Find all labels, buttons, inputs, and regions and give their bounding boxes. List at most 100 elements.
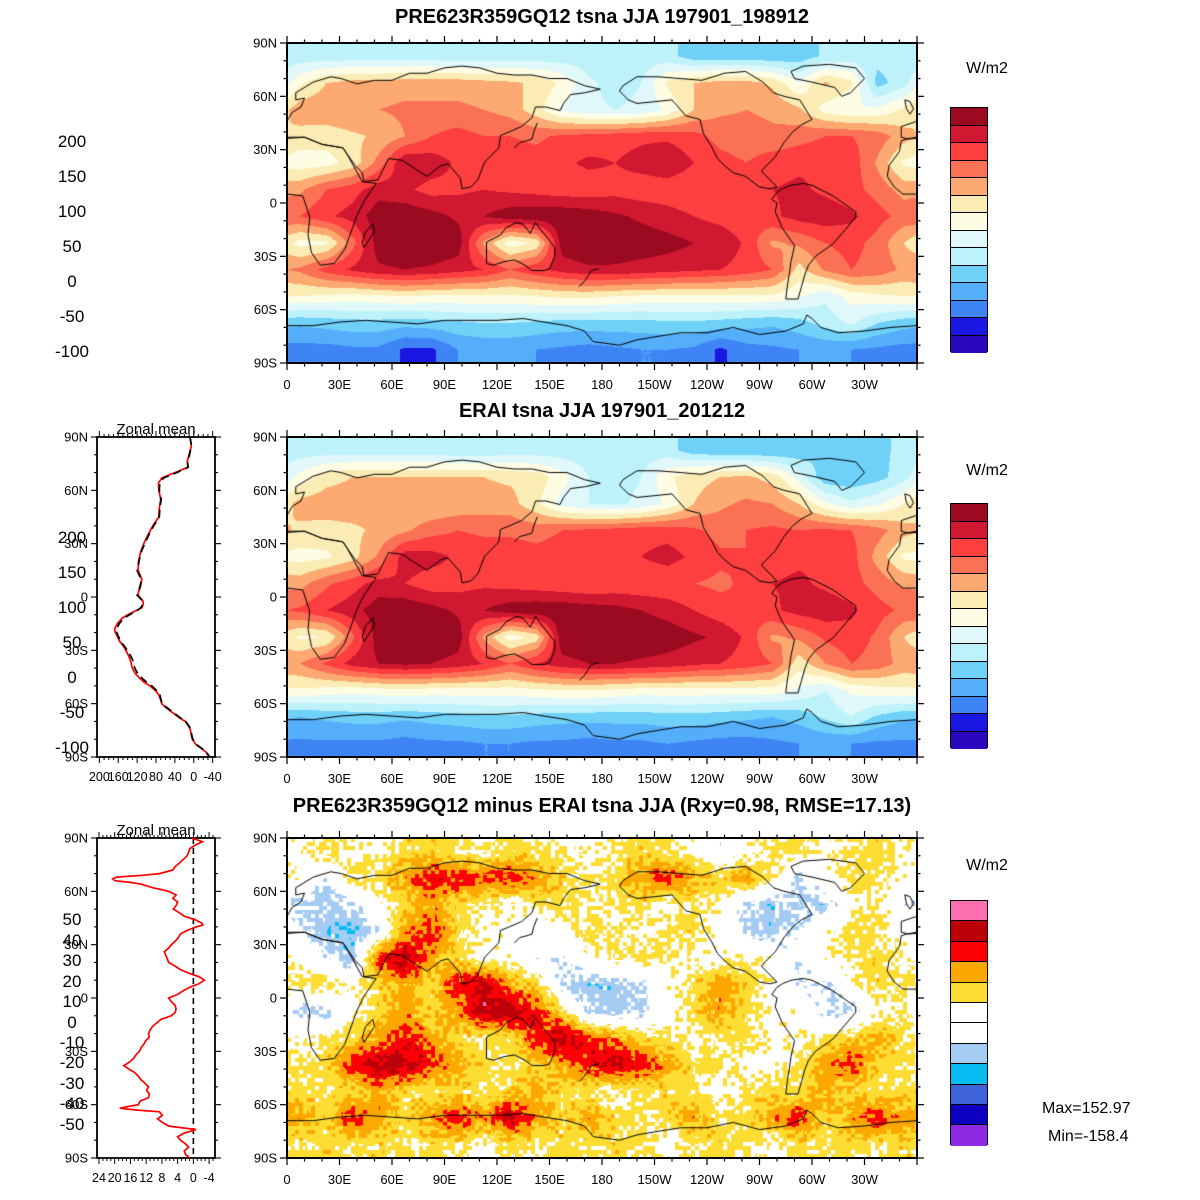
- lat-tick-label: 60N: [253, 884, 277, 899]
- colorbar-tick-label: -10: [59, 1032, 85, 1052]
- lon-tick-label: 90E: [433, 377, 456, 392]
- colorbar-box: [951, 644, 987, 662]
- lat-tick-label: 60N: [64, 483, 88, 498]
- lon-tick-label: 0: [283, 1172, 290, 1187]
- colorbar-tick-label: 100: [57, 598, 87, 617]
- lat-tick-label: 30N: [253, 536, 277, 551]
- diff-map-canvas: [287, 838, 917, 1158]
- lon-tick-label: 180: [591, 377, 613, 392]
- value-tick-label: 80: [149, 770, 163, 784]
- colorbar-unit-diff: W/m2: [966, 857, 1008, 874]
- colorbar-tick-label: 200: [57, 132, 87, 151]
- lat-tick-label: 90S: [254, 750, 277, 765]
- value-tick-label: 16: [123, 1171, 137, 1185]
- colorbar-tick-label: -100: [54, 738, 90, 757]
- lon-tick-label: 120E: [482, 771, 513, 786]
- colorbar-tick-label: 20: [62, 971, 82, 991]
- colorbar-box: [951, 1003, 987, 1024]
- colorbar-box: [951, 609, 987, 627]
- lat-tick-label: 30N: [253, 937, 277, 952]
- zonal-mean-title-diff: Zonal mean: [116, 822, 196, 839]
- colorbar-box: [951, 213, 987, 231]
- colorbar-tick-label: 0: [67, 668, 77, 687]
- lat-tick-label: 90N: [253, 430, 277, 445]
- model-map-axes: 0 30E 60E 90E 120E 150E 180 150W 120W 90W 60W 30W 90…: [253, 36, 924, 392]
- colorbar-box: [951, 108, 987, 126]
- colorbar-box: [951, 901, 987, 922]
- lat-tick-label: 30N: [64, 937, 88, 952]
- lat-tick-label: 90S: [65, 750, 88, 765]
- zonal-frame: [96, 837, 216, 1159]
- colorbar-box: [951, 300, 987, 318]
- lat-tick-label: 30S: [65, 643, 88, 658]
- colorbar-unit-model: W/m2: [966, 60, 1008, 77]
- erai-map-canvas: [287, 437, 917, 757]
- lon-tick-label: 150W: [638, 1172, 673, 1187]
- colorbar-tick-label: 50: [62, 910, 82, 930]
- value-tick-label: 0: [190, 1171, 197, 1185]
- zonal-curve-pre623r359gq12-minus-erai: [111, 837, 206, 1159]
- colorbar-erai: [950, 503, 988, 749]
- map-frame: [286, 42, 918, 364]
- panel-title-diff: PRE623R359GQ12 minus ERAI tsna JJA (Rxy=…: [292, 795, 912, 817]
- lat-tick-label: 90N: [64, 831, 88, 846]
- colorbar-box: [951, 921, 987, 942]
- lon-tick-label: 30E: [328, 771, 351, 786]
- lat-tick-label: 60N: [253, 89, 277, 104]
- colorbar-tick-label: -20: [59, 1053, 85, 1073]
- erai-map-axes: 0 30E 60E 90E 120E 150E 180 150W 120W 90W 60W 30W 90…: [253, 430, 924, 786]
- lon-tick-label: 60E: [380, 771, 403, 786]
- value-tick-label: 4: [174, 1171, 181, 1185]
- colorbar-tick-label: -100: [54, 342, 90, 361]
- lat-tick-label: 0: [81, 991, 88, 1006]
- colorbar-box: [951, 160, 987, 178]
- colorbar-box: [951, 1043, 987, 1065]
- colorbar-box: [951, 626, 987, 644]
- colorbar-box: [951, 195, 987, 213]
- colorbar-unit-erai: W/m2: [966, 462, 1008, 479]
- colorbar-box: [951, 679, 987, 697]
- model-map-canvas: [287, 43, 917, 363]
- lon-tick-label: 150E: [534, 377, 565, 392]
- lon-tick-label: 120E: [482, 377, 513, 392]
- lon-tick-label: 90W: [746, 377, 773, 392]
- map-frame: [286, 837, 918, 1159]
- lon-tick-label: 120W: [690, 377, 725, 392]
- lat-tick-label: 60S: [254, 302, 277, 317]
- colorbar-tick-label: -50: [59, 703, 85, 722]
- colorbar-tick-label: 150: [57, 167, 87, 186]
- lat-tick-label: 60S: [65, 1097, 88, 1112]
- lon-tick-label: 150W: [638, 377, 673, 392]
- lon-tick-label: 180: [591, 771, 613, 786]
- colorbar-tick-label: 10: [62, 992, 82, 1012]
- lon-tick-label: 30E: [328, 377, 351, 392]
- lon-tick-label: 0: [283, 377, 290, 392]
- lon-tick-label: 120W: [690, 771, 725, 786]
- lat-tick-label: 60N: [253, 483, 277, 498]
- colorbar-tick-label: 50: [62, 237, 82, 256]
- lon-tick-label: 90W: [746, 771, 773, 786]
- lon-tick-label: 0: [283, 771, 290, 786]
- value-tick-label: 24: [92, 1171, 106, 1185]
- colorbar-box: [951, 941, 987, 963]
- colorbar-tick-label: 50: [62, 633, 82, 652]
- value-tick-label: -40: [204, 770, 222, 784]
- value-tick-label: 20: [108, 1171, 122, 1185]
- lat-tick-label: 30N: [64, 536, 88, 551]
- colorbar-box: [951, 318, 987, 336]
- lat-tick-label: 90N: [64, 430, 88, 445]
- lon-tick-label: 60E: [380, 377, 403, 392]
- colorbar-box: [951, 248, 987, 266]
- colorbar-diff: [950, 900, 988, 1146]
- value-tick-label: 160: [108, 770, 129, 784]
- lat-tick-label: 60S: [254, 1097, 277, 1112]
- colorbar-tick-label: 30: [62, 951, 82, 971]
- lon-tick-label: 90W: [746, 1172, 773, 1187]
- colorbar-tick-label: 100: [57, 202, 87, 221]
- colorbar-box: [951, 504, 987, 522]
- colorbar-box: [951, 591, 987, 609]
- lon-tick-label: 30W: [851, 771, 878, 786]
